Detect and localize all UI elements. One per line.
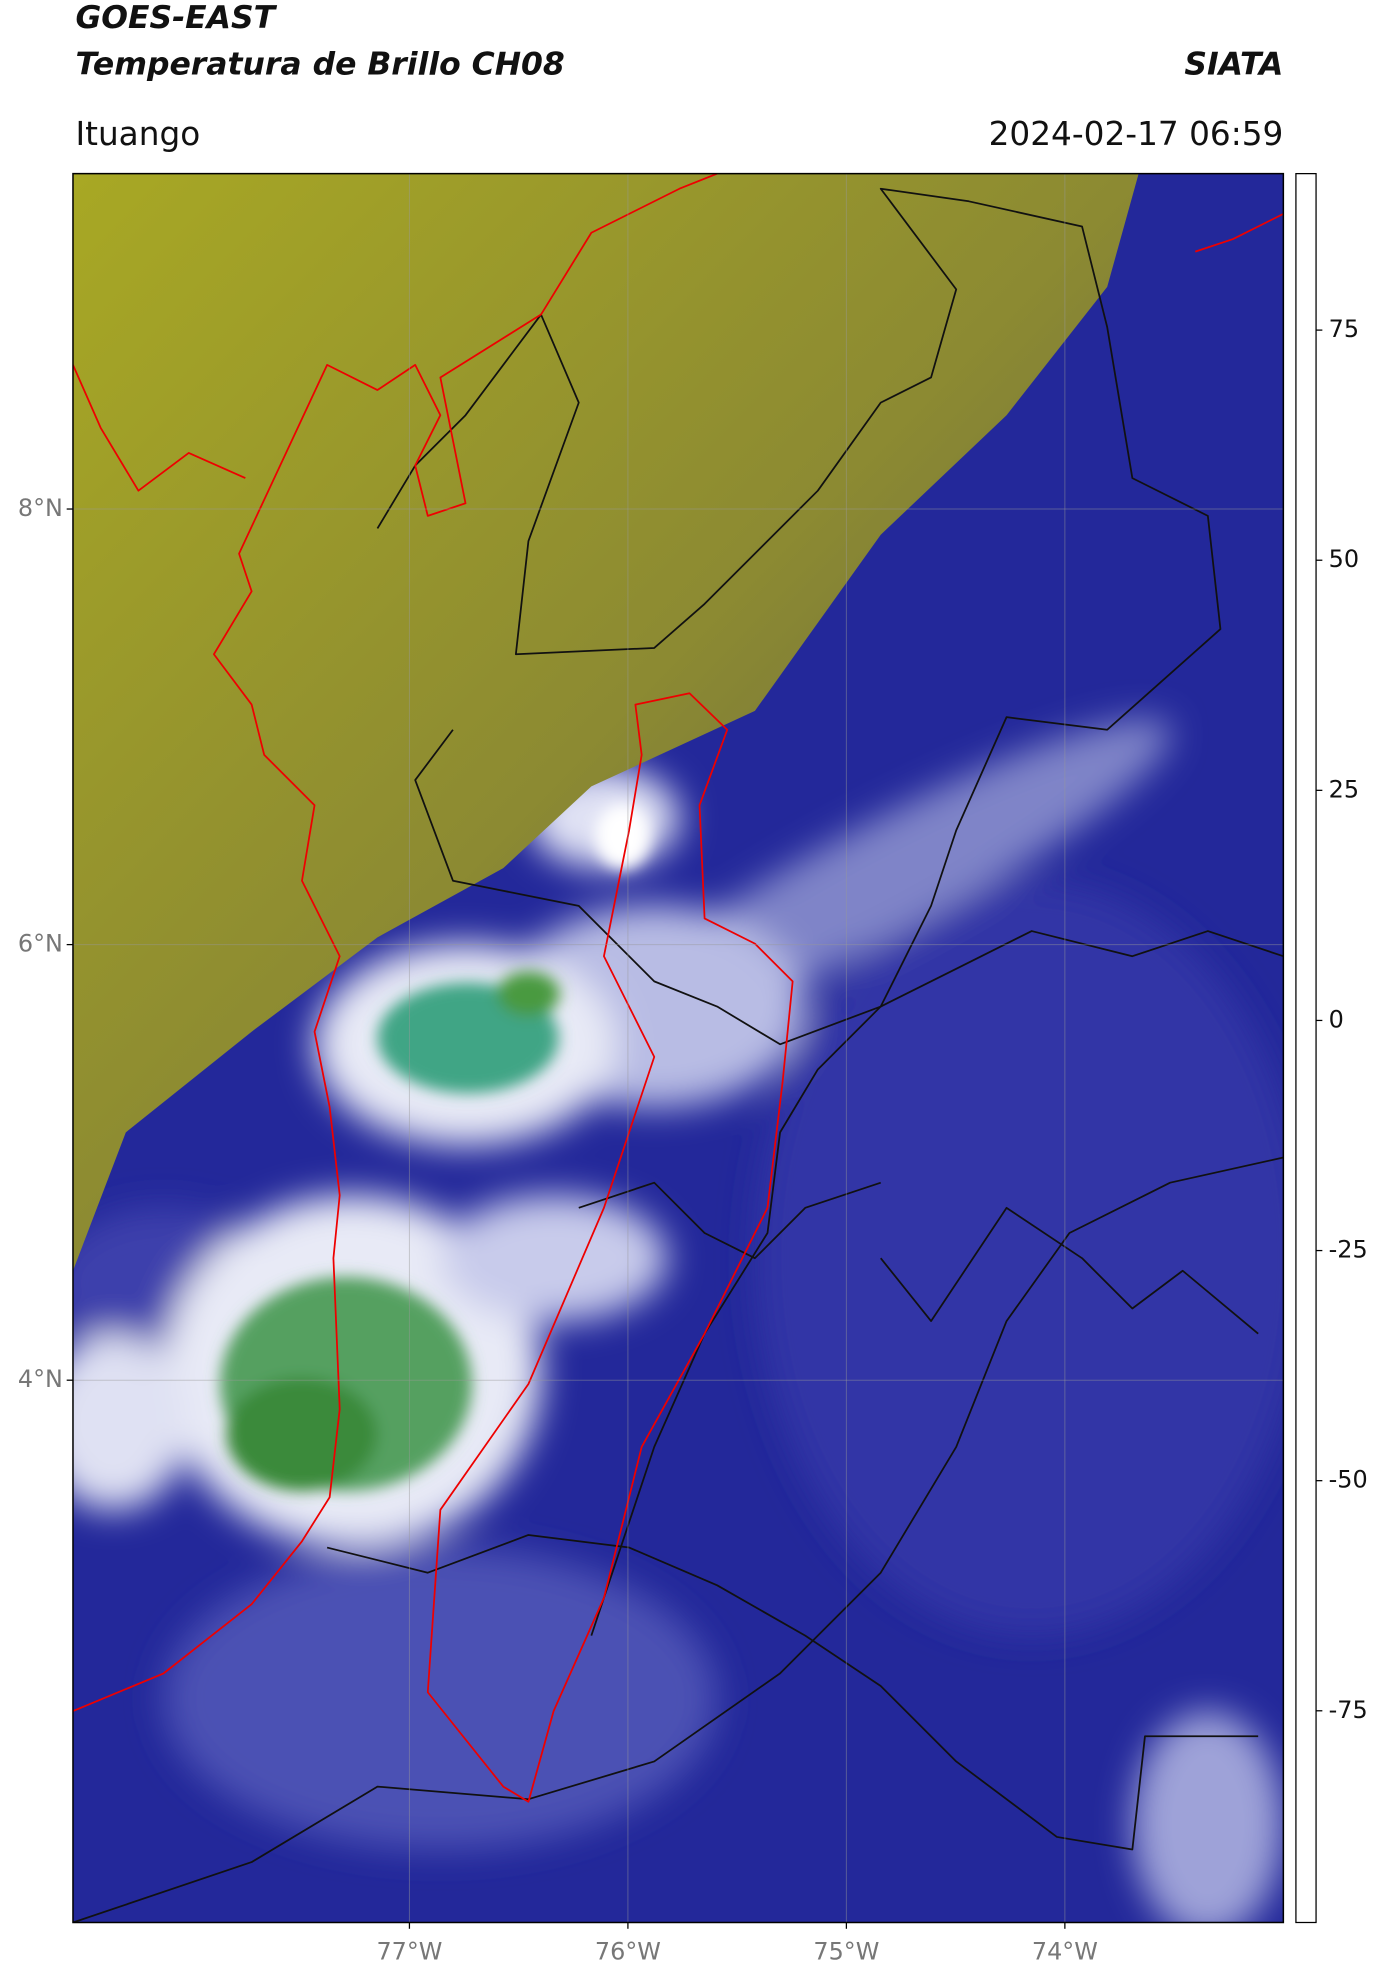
colorbar-tick-label: 50 [1329, 545, 1359, 573]
colorbar [1295, 172, 1317, 1924]
grid [72, 173, 1284, 1923]
y-tick-label: 8°N [18, 494, 63, 522]
y-tick-label: 6°N [18, 930, 63, 958]
colorbar-tick-label: -75 [1329, 1696, 1368, 1724]
x-tick-label: 76°W [595, 1938, 661, 1966]
location: Ituango [75, 115, 200, 153]
title: GOES-EAST [75, 0, 277, 36]
x-tick-label: 75°W [813, 1938, 879, 1966]
colorbar-tick-label: 75 [1329, 315, 1359, 343]
colorbar-tick-label: 25 [1329, 775, 1359, 803]
borders [72, 173, 1284, 1923]
colorbar-tick-label: -25 [1329, 1236, 1368, 1264]
warm-region [72, 173, 1139, 1271]
colorbar-tick-label: 0 [1329, 1005, 1344, 1033]
datetime: 2024-02-17 06:59 [989, 115, 1284, 153]
colorbar-tick-label: -50 [1329, 1466, 1368, 1494]
x-tick-label: 77°W [376, 1938, 442, 1966]
subtitle: Temperatura de Brillo CH08 [75, 46, 564, 82]
map-frame [72, 172, 1285, 1924]
satellite-map [72, 173, 1284, 1923]
brand: SIATA [1184, 46, 1283, 82]
cold-tops [220, 803, 651, 1491]
y-tick-label: 4°N [18, 1365, 63, 1393]
x-tick-label: 74°W [1032, 1938, 1098, 1966]
